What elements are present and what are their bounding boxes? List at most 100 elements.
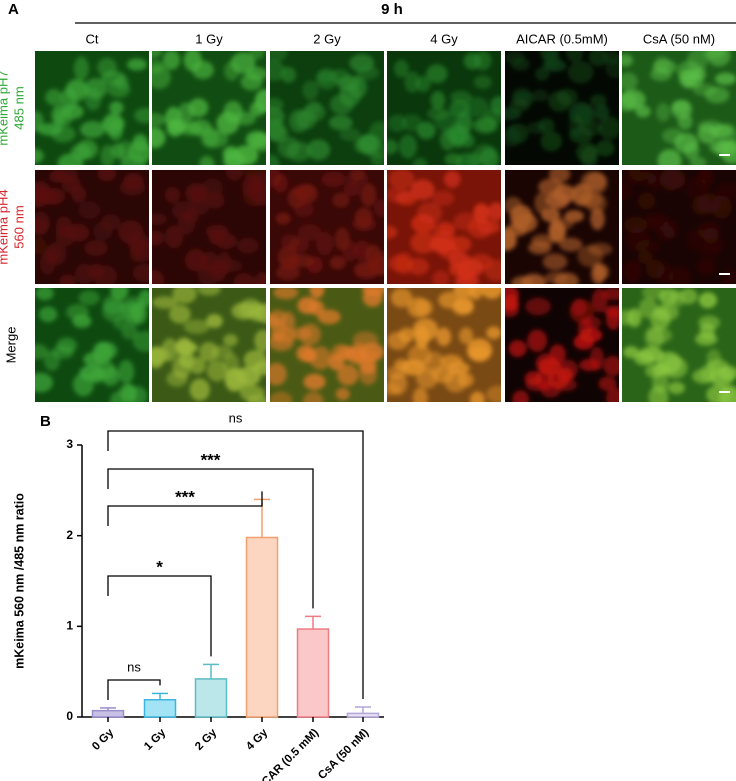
cell — [473, 75, 492, 89]
cell — [486, 326, 501, 340]
cell — [119, 178, 146, 196]
cell — [637, 192, 656, 210]
cells — [270, 51, 384, 165]
cells — [505, 51, 619, 165]
cell — [706, 384, 732, 402]
cell — [360, 134, 377, 154]
cell — [189, 357, 206, 374]
cell — [152, 65, 171, 90]
cell — [480, 288, 501, 299]
cell — [172, 288, 197, 304]
micrograph — [35, 288, 149, 402]
cell — [468, 346, 490, 361]
cell — [637, 250, 653, 265]
row-label: Merge — [3, 327, 18, 364]
cell — [164, 225, 184, 249]
cell — [559, 237, 583, 252]
cell — [132, 330, 149, 352]
cell — [51, 104, 67, 126]
bar-chart: 0 1 2 3 mKeima 560 nm /485 nm ratio 0 Gy 1 Gy 2… — [12, 410, 384, 781]
cells — [152, 170, 266, 284]
cell — [505, 297, 520, 312]
cell — [700, 364, 716, 382]
cell — [540, 131, 563, 152]
bar — [245, 536, 279, 718]
cell — [89, 369, 105, 384]
cell — [648, 170, 664, 190]
cell — [352, 217, 377, 232]
cells — [622, 288, 736, 402]
cell — [549, 344, 566, 364]
cell — [627, 308, 642, 328]
cell — [84, 240, 109, 257]
cell — [152, 296, 178, 309]
cell — [66, 304, 89, 320]
cell — [565, 51, 584, 63]
cell — [55, 216, 73, 238]
micrograph — [387, 51, 501, 165]
y-tick-label: 1 — [66, 619, 73, 633]
micrograph — [622, 51, 736, 165]
cell — [547, 369, 570, 390]
cell — [412, 157, 428, 165]
cell — [412, 387, 428, 402]
micrograph — [387, 170, 501, 284]
cell — [622, 54, 633, 67]
cell — [303, 373, 326, 390]
micrograph — [387, 288, 501, 402]
cell — [623, 260, 642, 283]
cell — [539, 51, 559, 61]
cell — [505, 196, 523, 215]
cell — [577, 318, 593, 338]
micrograph — [505, 170, 619, 284]
y-tick-label: 2 — [66, 528, 73, 542]
cell — [107, 80, 131, 98]
cell — [511, 58, 530, 71]
cell — [662, 356, 688, 379]
cell — [548, 219, 565, 242]
cell — [394, 59, 409, 78]
significance-bracket — [107, 491, 263, 526]
cell — [528, 241, 552, 255]
cell — [335, 387, 350, 401]
cell — [339, 128, 361, 142]
cell — [277, 136, 300, 159]
cell — [683, 141, 700, 160]
cell — [468, 288, 483, 300]
significance-bracket — [107, 575, 212, 657]
cell — [698, 315, 721, 331]
cell — [223, 334, 238, 347]
cell — [691, 195, 712, 216]
cell — [276, 264, 300, 281]
cell — [102, 294, 125, 315]
column-header: AICAR (0.5mM) — [516, 31, 608, 46]
cell — [78, 290, 100, 306]
cell — [280, 66, 297, 83]
cell — [35, 211, 51, 235]
y-tick-label: 3 — [66, 437, 73, 451]
cell — [35, 237, 47, 255]
cell — [38, 306, 58, 323]
cell — [512, 390, 530, 402]
cell — [65, 78, 88, 102]
cell — [356, 65, 380, 80]
cell — [56, 337, 77, 354]
cell — [714, 140, 736, 157]
cell — [438, 291, 462, 309]
cell — [702, 51, 726, 60]
cell — [505, 107, 522, 120]
cell — [169, 304, 191, 324]
cell — [590, 207, 605, 230]
micrograph — [35, 51, 149, 165]
cell — [394, 358, 410, 372]
cell — [508, 340, 527, 358]
cell — [342, 240, 358, 262]
cell — [388, 114, 407, 133]
cell — [308, 300, 325, 316]
cell — [270, 391, 293, 402]
cell — [78, 201, 101, 220]
cell — [685, 177, 709, 200]
bar — [296, 628, 330, 718]
cell — [431, 190, 455, 206]
